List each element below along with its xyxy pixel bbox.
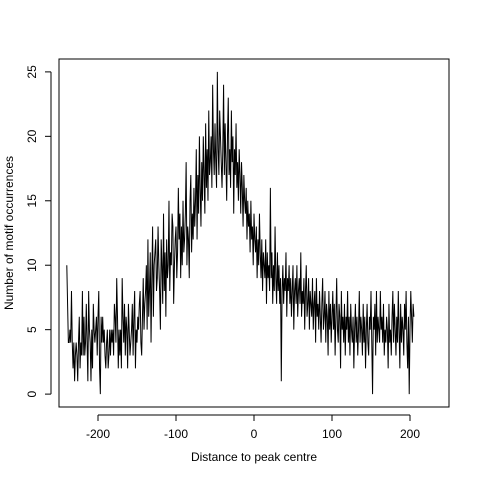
y-tick-label: 20 (25, 129, 39, 143)
y-axis-title: Number of motif occurrences (2, 156, 16, 310)
y-tick-label: 25 (25, 65, 39, 79)
y-tick-label: 10 (25, 258, 39, 272)
y-tick-label: 0 (25, 390, 39, 397)
x-tick-label: 100 (322, 427, 342, 441)
plot-frame (58, 58, 450, 408)
y-tick-label: 15 (25, 194, 39, 208)
x-axis: -200 -100 0 100 200 (86, 414, 420, 441)
x-tick-label: 0 (251, 427, 258, 441)
y-tick-label: 5 (25, 326, 39, 333)
x-axis-title: Distance to peak centre (191, 450, 317, 464)
y-axis: 0 5 10 15 20 25 (25, 65, 52, 397)
series-line (66, 71, 415, 395)
x-tick-label: -200 (86, 427, 110, 441)
x-tick-label: -100 (164, 427, 188, 441)
x-tick-label: 200 (400, 427, 420, 441)
